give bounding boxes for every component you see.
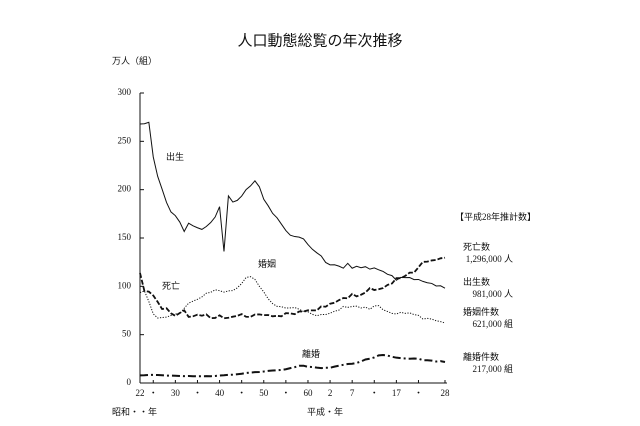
x-axis-label: 昭和・・年	[112, 406, 157, 417]
estimate-label: 出生数	[463, 276, 490, 287]
y-axis-label: 万人（組）	[112, 55, 157, 66]
x-tick-label: 60	[303, 388, 313, 398]
x-axis-label: 平成・年	[307, 406, 343, 417]
x-tick-label: 30	[171, 388, 181, 398]
series-label: 死亡	[162, 280, 180, 291]
x-tick-label: ・	[237, 388, 246, 398]
series-line	[139, 276, 446, 324]
estimate-label: 離婚件数	[463, 351, 499, 362]
x-tick-label: 22	[136, 388, 145, 398]
chart-title: 人口動態総覧の年次推移	[237, 32, 402, 49]
x-tick-label: ・	[370, 388, 379, 398]
estimate-amount: 217,000 組	[472, 363, 513, 374]
y-tick-label: 0	[127, 377, 132, 387]
estimate-amount: 621,000 組	[472, 318, 513, 329]
x-tick-label: ・	[414, 388, 423, 398]
series-label: 出生	[166, 151, 184, 162]
series-line	[139, 256, 446, 320]
x-tick-label: ・	[149, 388, 158, 398]
estimate-title: 【平成28年推計数】	[455, 211, 536, 222]
y-tick-label: 250	[118, 135, 132, 145]
estimate-label: 婚姻件数	[463, 306, 499, 317]
x-tick-label: 28	[441, 388, 451, 398]
y-tick-label: 50	[122, 329, 132, 339]
x-tick-label: ・	[193, 388, 202, 398]
x-tick-label: ・	[281, 388, 290, 398]
y-tick-label: 100	[118, 280, 132, 290]
y-tick-label: 300	[118, 87, 132, 97]
series-label: 婚姻	[258, 258, 276, 269]
estimate-amount: 981,000 人	[472, 289, 513, 299]
series-label: 離婚	[302, 348, 320, 359]
series-line	[139, 121, 446, 289]
series-line	[139, 353, 446, 378]
x-tick-label: 7	[350, 388, 355, 398]
y-tick-label: 200	[118, 184, 132, 194]
x-tick-label: 17	[392, 388, 402, 398]
y-tick-label: 150	[118, 232, 132, 242]
x-tick-label: 2	[328, 388, 333, 398]
x-tick-label: 40	[215, 388, 225, 398]
estimate-label: 死亡数	[463, 241, 490, 252]
x-tick-label: 50	[259, 388, 269, 398]
estimate-amount: 1,296,000 人	[466, 254, 513, 264]
